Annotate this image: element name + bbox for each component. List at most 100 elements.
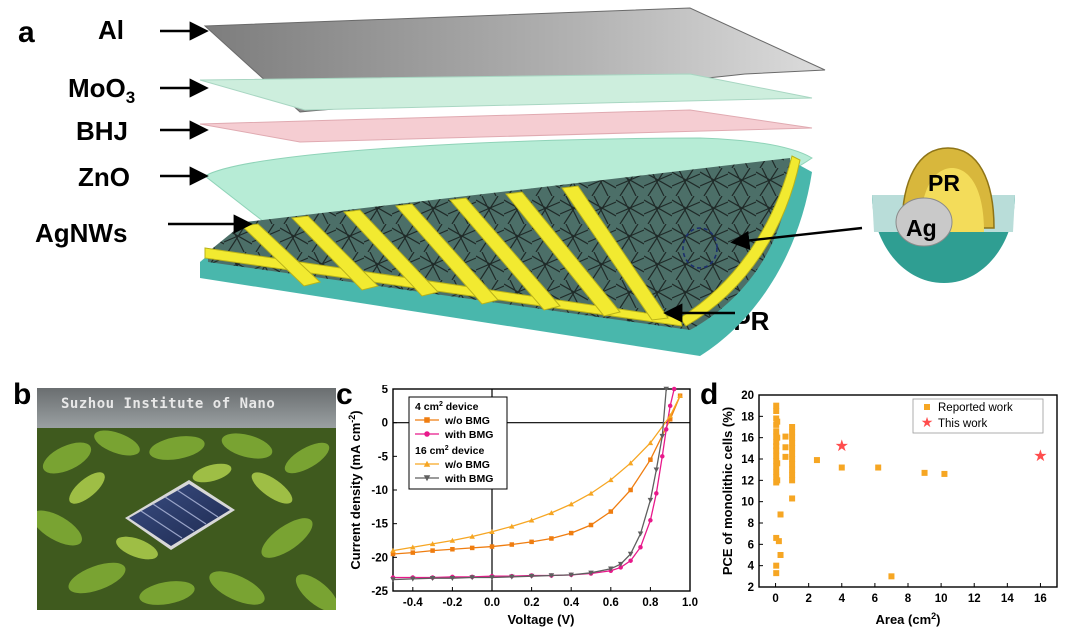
pce-area-chart: 0 2 4 6 8 10 12 14 16 2 4 6 8 10 12 14 16 18 20 ★ ★ Reporte…	[720, 390, 1058, 627]
layer-label-moo3-text: MoO	[68, 73, 126, 103]
inset-label-pr: PR	[928, 170, 960, 196]
jv-series-line-1	[392, 395, 681, 555]
jv-data-point	[617, 561, 624, 567]
jv-legend-marker	[423, 460, 431, 467]
jv-x-axis-label: Voltage (V)	[508, 612, 575, 627]
pce-point-reported	[789, 450, 796, 457]
pce-legend-marker-reported	[924, 404, 930, 410]
pce-point-reported	[773, 408, 780, 414]
pce-point-reported	[774, 477, 781, 484]
layer-label-al: Al	[98, 15, 124, 45]
jv-data-point	[608, 566, 614, 572]
pce-x-tick-label: 14	[1001, 593, 1014, 605]
jv-data-point	[430, 548, 435, 553]
jv-data-point	[449, 537, 456, 543]
pce-x-tick-label: 0	[772, 593, 778, 605]
pce-y-tick-label: 12	[741, 475, 754, 487]
jv-y-tick-label: 0	[382, 418, 388, 430]
pce-point-reported	[875, 464, 882, 471]
jv-y-tick-label: -15	[371, 519, 388, 531]
pce-point-reported	[773, 463, 780, 470]
device-photo-illustration	[37, 388, 336, 610]
pce-legend-marker-this-work: ★	[921, 414, 934, 430]
jv-x-tick-label: 0.2	[524, 597, 540, 609]
pce-x-tick-label: 6	[872, 593, 878, 605]
pce-y-tick-label: 4	[748, 561, 755, 573]
jv-data-point	[390, 577, 396, 583]
jv-data-point	[489, 575, 495, 581]
jv-legend-entry-3: w/o BMG	[444, 459, 490, 471]
pce-y-tick-label: 14	[741, 454, 754, 466]
pce-x-tick-label: 8	[905, 593, 912, 605]
pce-point-reported	[773, 421, 780, 428]
pce-y-tick-label: 10	[741, 497, 754, 509]
pce-y-tick-label: 2	[748, 582, 754, 594]
pce-point-reported	[789, 456, 796, 462]
ag-pr-cross-section-inset	[872, 147, 1015, 283]
jv-data-point	[410, 550, 416, 555]
pce-x-tick-label: 4	[839, 593, 846, 605]
jv-legend-entry-1: w/o BMG	[444, 415, 490, 427]
pce-point-reported	[789, 477, 796, 484]
jv-data-point	[648, 457, 653, 462]
jv-data-point	[588, 522, 594, 528]
jv-data-point	[677, 392, 683, 398]
inset-label-ag: Ag	[906, 215, 937, 241]
jv-data-point	[529, 539, 534, 545]
pce-y-tick-label: 16	[741, 433, 754, 445]
jv-data-point	[509, 542, 515, 547]
pce-point-this-work: ★	[1033, 448, 1047, 465]
jv-data-point	[608, 509, 614, 514]
pce-x-tick-label: 2	[805, 593, 811, 605]
panel-label-b: b	[13, 378, 32, 411]
jv-data-point	[390, 547, 396, 553]
pce-y-tick-label: 20	[741, 390, 754, 402]
jv-y-tick-label: -5	[378, 451, 389, 463]
jv-data-point	[549, 536, 554, 541]
pce-point-reported	[777, 552, 784, 558]
jv-data-point	[663, 427, 669, 432]
jv-x-tick-label: 0.6	[603, 597, 619, 609]
pce-x-tick-label: 12	[968, 593, 981, 605]
ag-pr-grid	[204, 155, 801, 327]
device-schematic: PR Ag	[160, 7, 1015, 356]
pce-x-axis-label: Area (cm2)	[876, 611, 941, 627]
jv-data-point	[469, 533, 475, 539]
pce-point-reported	[789, 461, 796, 468]
jv-data-point	[627, 551, 634, 557]
pce-point-reported	[773, 415, 780, 422]
moo3-layer	[199, 73, 813, 111]
pce-point-reported	[789, 466, 796, 473]
jv-data-point	[663, 386, 669, 392]
pce-point-reported	[941, 470, 948, 477]
jv-data-point	[568, 572, 574, 578]
jv-data-point	[410, 544, 416, 550]
jv-y-tick-label: -20	[371, 552, 388, 564]
jv-data-point	[489, 544, 495, 549]
jv-data-point	[667, 403, 673, 409]
pce-point-reported	[782, 453, 789, 460]
pce-x-tick-label: 10	[935, 593, 948, 605]
pce-point-reported	[773, 534, 780, 541]
label-arrows	[160, 21, 863, 323]
pce-point-reported	[773, 428, 780, 435]
panel-label-c: c	[336, 378, 353, 411]
pce-point-reported	[773, 570, 780, 577]
panel-label-a: a	[18, 16, 35, 49]
pce-point-reported	[789, 424, 796, 430]
layer-label-agnws: AgNWs	[35, 218, 128, 248]
highlight-circle	[682, 227, 718, 269]
solar-module	[125, 480, 235, 550]
jv-chart: -0.4 -0.2 0.0 0.2 0.4 0.6 0.8 1.0 5 0 -5 -10 -15 -20 -…	[347, 385, 698, 627]
pce-point-reported	[789, 495, 796, 502]
jv-data-point	[659, 433, 666, 439]
jv-data-point	[647, 497, 654, 503]
jv-y-tick-label: -25	[371, 586, 388, 598]
pce-point-reported	[774, 460, 781, 467]
jv-data-point	[528, 517, 535, 523]
pce-point-reported	[774, 418, 781, 425]
jv-x-tick-label: 0.0	[484, 597, 500, 609]
jv-data-point	[429, 541, 436, 547]
jv-y-tick-label: 5	[382, 385, 389, 396]
jv-x-tick-label: 1.0	[682, 597, 698, 609]
